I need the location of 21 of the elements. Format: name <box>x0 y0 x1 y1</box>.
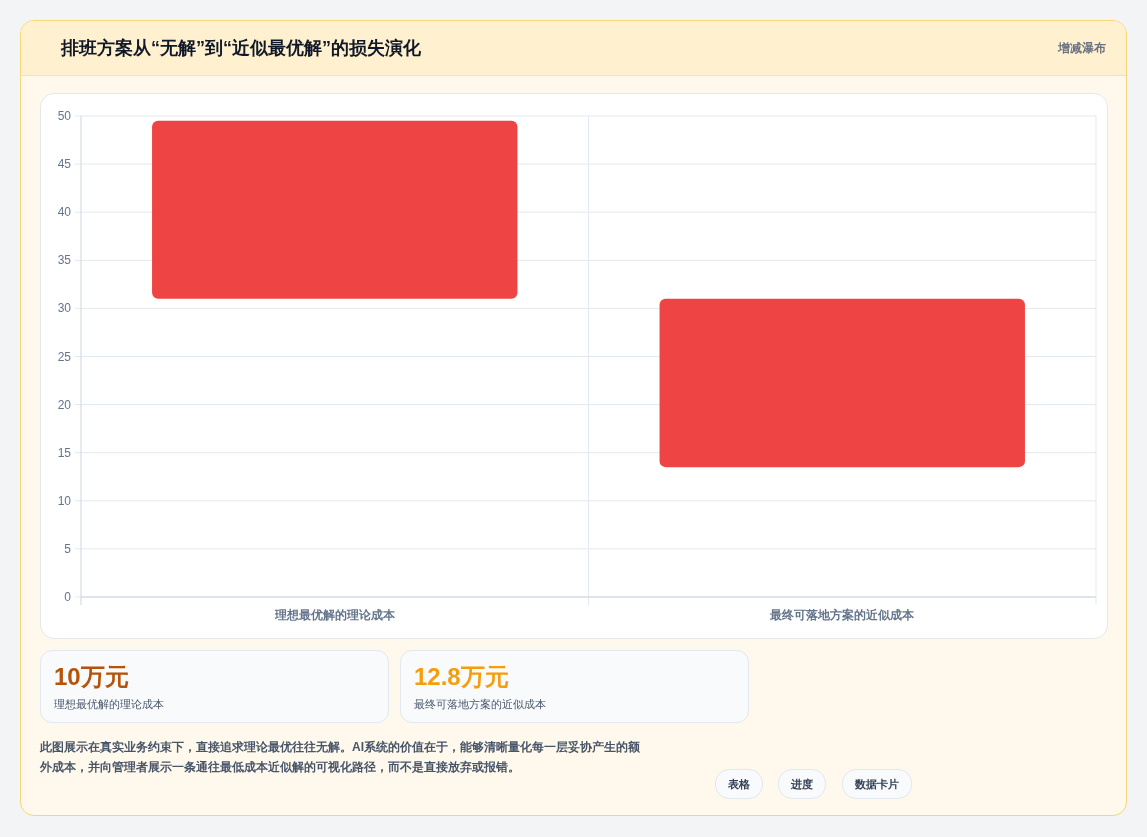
text: 增减瀑布 <box>1058 40 1106 57</box>
y-tick-label: 40 <box>57 205 72 220</box>
text: 表格 <box>715 769 763 799</box>
y-tick-label: 15 <box>57 445 72 460</box>
y-tick-label: 35 <box>57 253 72 268</box>
text: 此图展示在真实业务约束下，直接追求理论最优往往无解。AI系统的价值在于，能够清晰量化每一层妥协产生的额外成本，并向管理者展示一条通往最低成本近似解的可视化路径，而不是直接放弃或报错。 <box>40 739 640 776</box>
y-tick-label: 10 <box>57 493 72 508</box>
chart-title: 排班方案从“无解”到“近似最优解”的损失演化 <box>61 37 421 60</box>
text: 10万元 <box>54 662 129 692</box>
text: 进度 <box>778 769 826 799</box>
text: 12.8万元 <box>414 662 509 692</box>
y-tick-label: 0 <box>64 590 72 604</box>
y-tick-label: 25 <box>57 349 72 364</box>
y-tick-label: 30 <box>57 301 72 316</box>
y-tick-label: 45 <box>57 157 72 172</box>
y-tick-label: 20 <box>57 397 72 412</box>
y-tick-label: 50 <box>57 109 72 123</box>
text: 最终可落地方案的近似成本 <box>414 697 546 712</box>
text: 理想最优解的理论成本 <box>54 697 164 712</box>
text: 数据卡片 <box>842 769 912 799</box>
y-tick-label: 5 <box>64 541 72 556</box>
